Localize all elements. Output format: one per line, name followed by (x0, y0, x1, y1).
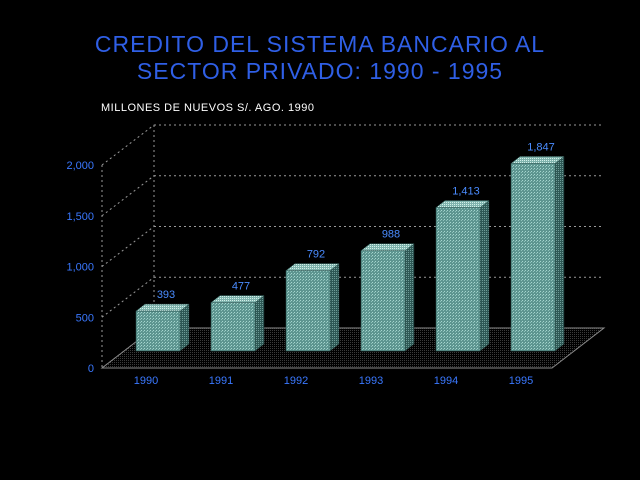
x-tick-label: 1992 (284, 375, 308, 387)
bar-value-label: 792 (307, 249, 325, 261)
side-gridline (101, 226, 155, 267)
y-tick-label: 1,500 (66, 211, 94, 223)
bar-top (360, 243, 415, 251)
x-tick-label: 1991 (209, 375, 233, 387)
chart-title-line-2: SECTOR PRIVADO: 1990 - 1995 (136, 58, 504, 84)
bar-side (254, 295, 265, 352)
bar (435, 207, 481, 352)
x-tick-label: 1990 (134, 375, 158, 387)
y-tick-label: 1,000 (66, 262, 94, 274)
labels-layer: 0 500 1,000 1,500 2,000 393 1990 477 1991 792 1992… (66, 142, 554, 387)
bar-value-label: 1,847 (527, 142, 555, 154)
bar-top (435, 200, 490, 208)
bar-side (554, 156, 565, 352)
bar (210, 302, 256, 352)
bar-top (285, 263, 340, 271)
chart-title-line-1: CREDITO DEL SISTEMA BANCARIO AL (94, 31, 546, 57)
bar (135, 310, 181, 352)
bar-top (510, 156, 565, 164)
bar (285, 270, 331, 352)
bar-value-label: 393 (157, 289, 175, 301)
x-tick-label: 1994 (434, 375, 458, 387)
y-tick-label: 0 (88, 363, 94, 375)
x-tick-label: 1995 (509, 375, 533, 387)
y-tick-label: 2,000 (66, 160, 94, 172)
y-tick-label: 500 (76, 312, 94, 324)
bar-top (135, 303, 190, 312)
side-gridline (101, 124, 155, 166)
bar-side (179, 303, 190, 352)
bar-value-label: 1,413 (452, 186, 480, 198)
bar-value-label: 988 (382, 229, 400, 241)
y-axis-label: MILLONES DE NUEVOS S/. AGO. 1990 (101, 102, 315, 114)
side-gridline (101, 276, 155, 318)
bars-layer (135, 156, 565, 352)
bar-value-label: 477 (232, 281, 250, 293)
bar-side (479, 200, 490, 352)
side-gridline (101, 175, 155, 217)
bar-side (329, 263, 340, 352)
bar (360, 250, 406, 352)
bar-side (404, 243, 415, 352)
x-tick-label: 1993 (359, 375, 383, 387)
bar (510, 163, 556, 352)
bar-top (210, 295, 265, 303)
